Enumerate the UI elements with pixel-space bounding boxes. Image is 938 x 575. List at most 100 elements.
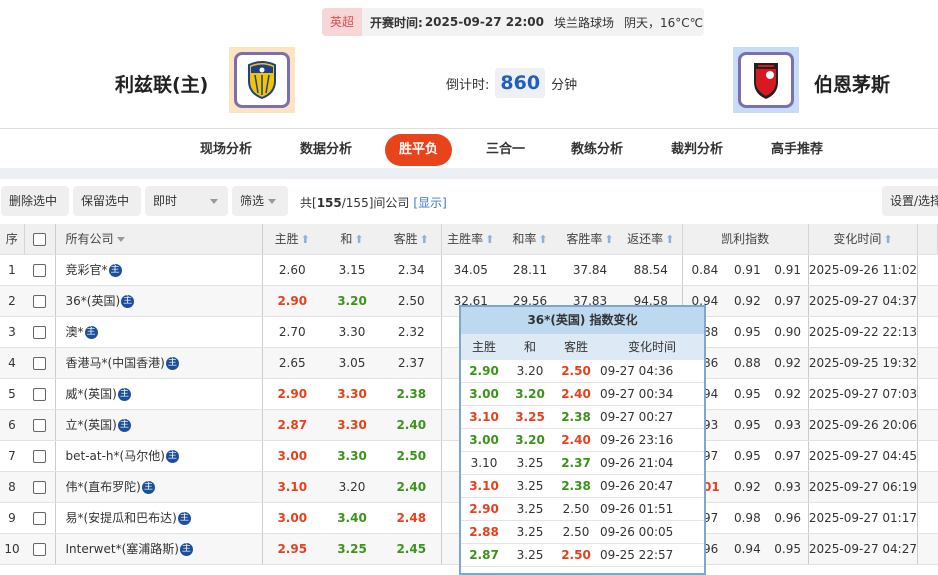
countdown-unit: 分钟 [551, 77, 578, 93]
popup-title: 36*(英国) 指数变化 [461, 307, 704, 334]
company-name[interactable]: 威*(英国) [65, 387, 117, 401]
company-name[interactable]: 伟*(直布罗陀) [65, 480, 141, 494]
company-name[interactable]: 易*(安提瓜和巴布达) [65, 511, 177, 525]
company-cell[interactable]: 威*(英国) 主 [55, 378, 263, 410]
company-name[interactable]: 立*(英国) [65, 418, 117, 432]
select-all-checkbox[interactable] [24, 224, 56, 255]
league-tag[interactable]: 英超 [322, 8, 363, 36]
row-checkbox[interactable] [24, 533, 56, 565]
cell-k2: 0.92 [727, 471, 768, 503]
company-name[interactable]: 竞彩官* [65, 263, 108, 277]
chevron-down-icon [117, 237, 126, 243]
countdown-label: 倒计时: [446, 77, 490, 93]
settings-button[interactable]: 设置/选择 [882, 186, 938, 216]
cell-home: 3.10 [262, 471, 322, 503]
col-return-rate[interactable]: 返还率 ⬆ [620, 224, 683, 255]
cell-home: 2.70 [262, 316, 322, 348]
company-name[interactable]: 香港马*(中国香港) [65, 356, 165, 370]
countdown: 倒计时: 860 分钟 [446, 68, 577, 98]
cell-k2: 0.95 [727, 409, 768, 441]
col-draw-rate[interactable]: 和率 ⬆ [500, 224, 560, 255]
row-checkbox[interactable] [24, 409, 56, 441]
tab-expert-picks[interactable]: 高手推荐 [771, 142, 824, 157]
company-name[interactable]: 澳* [65, 325, 84, 339]
col-kelly: 凯利指数 [682, 224, 809, 255]
company-cell[interactable]: 立*(英国) 主 [55, 409, 263, 441]
company-cell[interactable]: 36*(英国) 主 [55, 285, 263, 317]
row-checkbox[interactable] [24, 378, 56, 410]
row-checkbox[interactable] [24, 502, 56, 534]
cell-no: 4 [0, 347, 24, 379]
cell-k2: 0.92 [727, 285, 768, 317]
cell-away: 2.32 [382, 316, 442, 348]
away-team-logo[interactable] [733, 47, 799, 113]
sort-up-icon: ⬆ [485, 233, 495, 247]
company-name[interactable]: 36*(英国) [65, 294, 121, 308]
keep-selected-button[interactable]: 保留选中 [73, 186, 141, 216]
home-team-logo[interactable] [229, 47, 295, 113]
sort-up-icon: ⬆ [419, 233, 429, 247]
sort-up-icon: ⬆ [665, 233, 675, 247]
company-cell[interactable]: 易*(安提瓜和巴布达) 主 [55, 502, 263, 534]
cell-time: 2025-09-27 04:27 [808, 533, 919, 565]
main-badge-icon: 主 [108, 264, 122, 277]
cell-draw: 3.20 [322, 471, 382, 503]
company-cell[interactable]: bet-at-h*(马尔他) 主 [55, 440, 263, 472]
home-team-name[interactable]: 利兹联(主) [115, 74, 209, 96]
company-cell[interactable]: Interwet*(塞浦路斯) 主 [55, 533, 263, 565]
col-time[interactable]: 变化时间 ⬆ [808, 224, 919, 255]
cell-k3: 0.93 [767, 471, 809, 503]
main-badge-icon: 主 [179, 543, 193, 556]
cell-home: 2.95 [262, 533, 322, 565]
popup-row: 2.88 3.25 2.50 09-26 00:05 [461, 521, 704, 544]
col-draw[interactable]: 和 ⬆ [322, 224, 382, 255]
company-cell[interactable]: 竞彩官* 主 [55, 254, 263, 286]
cell-away: 2.50 [382, 440, 442, 472]
row-checkbox[interactable] [24, 316, 56, 348]
filter-button[interactable]: 筛选 [232, 186, 288, 216]
table-row[interactable]: 1 竞彩官* 主 2.60 3.15 2.34 34.05 28.11 37.84 88.5… [0, 254, 938, 286]
cell-time: 2025-09-27 04:45 [808, 440, 919, 472]
row-checkbox[interactable] [24, 440, 56, 472]
main-badge-icon: 主 [117, 419, 131, 432]
col-away[interactable]: 客胜 ⬆ [382, 224, 442, 255]
cell-rr: 88.54 [620, 254, 683, 286]
col-company[interactable]: 所有公司 [55, 224, 263, 255]
cell-time: 2025-09-26 11:02 [808, 254, 919, 286]
col-away-rate[interactable]: 客胜率 ⬆ [560, 224, 620, 255]
match-info-bar: 英超 开赛时间: 2025-09-27 22:00 埃兰路球场 阴天，16°C℃ [322, 8, 704, 36]
tab-coach-analysis[interactable]: 教练分析 [571, 142, 624, 157]
main-badge-icon: 主 [141, 481, 155, 494]
chevron-down-icon [267, 199, 276, 204]
cell-home: 3.00 [262, 440, 322, 472]
tab-referee-analysis[interactable]: 裁判分析 [671, 142, 724, 157]
row-checkbox[interactable] [24, 347, 56, 379]
col-extra [917, 224, 938, 255]
cell-time: 2025-09-25 19:32 [808, 347, 919, 379]
company-cell[interactable]: 澳* 主 [55, 316, 263, 348]
popup-header: 主胜和客胜 变化时间 [461, 334, 704, 360]
cell-away: 2.34 [382, 254, 442, 286]
main-badge-icon: 主 [177, 512, 191, 525]
col-home-rate[interactable]: 主胜率 ⬆ [441, 224, 500, 255]
company-cell[interactable]: 香港马*(中国香港) 主 [55, 347, 263, 379]
show-link[interactable]: [显示] [413, 196, 447, 210]
mode-select[interactable]: 即时 [145, 186, 228, 216]
away-team-name[interactable]: 伯恩茅斯 [814, 74, 891, 96]
cell-k2: 0.91 [727, 254, 768, 286]
row-checkbox[interactable] [24, 285, 56, 317]
tab-onsite-analysis[interactable]: 现场分析 [200, 142, 253, 157]
tab-three-in-one[interactable]: 三合一 [486, 142, 526, 157]
delete-selected-button[interactable]: 删除选中 [1, 186, 69, 216]
company-name[interactable]: Interwet*(塞浦路斯) [65, 542, 179, 556]
tab-win-draw-loss[interactable]: 胜平负 [385, 134, 453, 166]
row-checkbox[interactable] [24, 254, 56, 286]
cell-home: 2.65 [262, 347, 322, 379]
cell-home: 2.90 [262, 285, 322, 317]
col-home[interactable]: 主胜 ⬆ [262, 224, 322, 255]
row-checkbox[interactable] [24, 471, 56, 503]
company-cell[interactable]: 伟*(直布罗陀) 主 [55, 471, 263, 503]
company-name[interactable]: bet-at-h*(马尔他) [65, 449, 165, 463]
tab-data-analysis[interactable]: 数据分析 [300, 142, 353, 157]
cell-time: 2025-09-22 22:13 [808, 316, 919, 348]
